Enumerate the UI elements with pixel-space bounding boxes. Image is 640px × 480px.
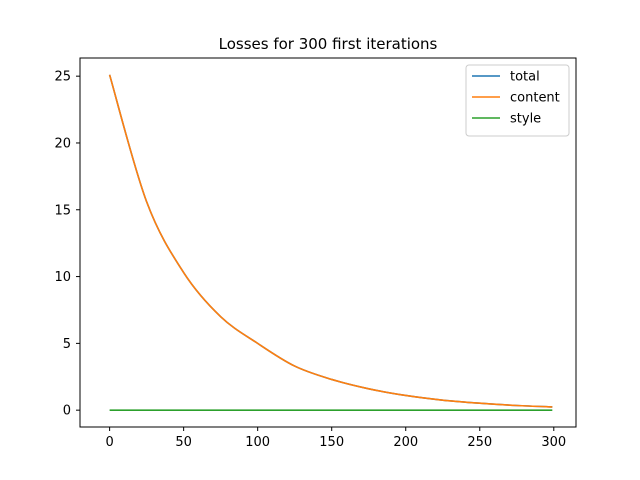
x-tick-label-300: 300: [541, 435, 566, 450]
legend-label-content: content: [510, 91, 560, 106]
ticks-layer: 0 50 100 150 200 250 300 0 5 10 15 20 25: [54, 70, 566, 450]
x-tick-label-200: 200: [393, 435, 418, 450]
y-tick-label-20: 20: [54, 136, 71, 151]
x-tick-label-0: 0: [105, 435, 113, 450]
chart-title: Losses for 300 first iterations: [219, 35, 438, 53]
plot-frame: [79, 57, 577, 428]
x-tick-label-50: 50: [175, 435, 192, 450]
series-line-content: [108, 74, 553, 408]
legend-label-style: style: [510, 112, 541, 127]
x-tick-label-100: 100: [245, 435, 270, 450]
x-tick-label-250: 250: [467, 435, 492, 450]
x-tick-label-150: 150: [319, 435, 344, 450]
y-tick-label-25: 25: [54, 70, 71, 85]
lines-layer: [108, 74, 553, 411]
y-tick-label-10: 10: [54, 270, 71, 285]
legend: total content style: [465, 64, 570, 137]
legend-label-total: total: [510, 70, 540, 85]
y-tick-label-15: 15: [54, 203, 71, 218]
y-tick-label-0: 0: [63, 404, 71, 419]
y-tick-label-5: 5: [63, 337, 71, 352]
